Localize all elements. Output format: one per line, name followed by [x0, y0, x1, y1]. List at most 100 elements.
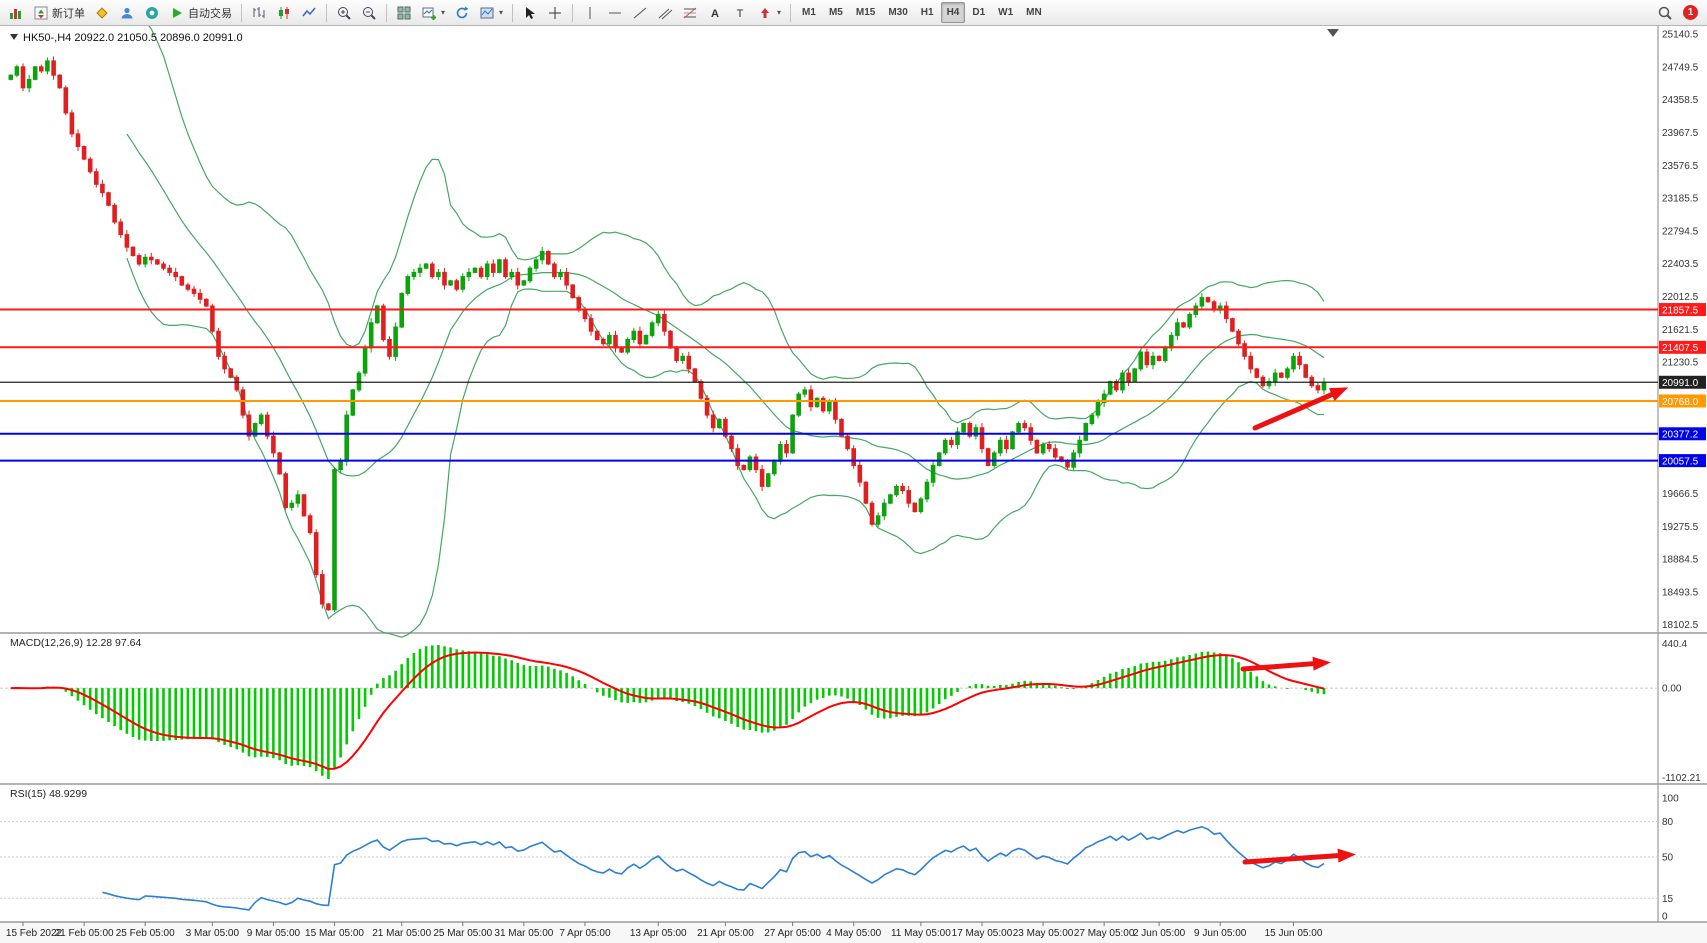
gold-chart-button[interactable] — [90, 2, 114, 23]
timeframe-m15-button[interactable]: M15 — [850, 2, 881, 23]
vertical-line-button[interactable] — [578, 2, 602, 23]
svg-text:24749.5: 24749.5 — [1662, 62, 1699, 73]
svg-text:100: 100 — [1662, 794, 1679, 805]
notifications-badge[interactable]: 1 — [1683, 5, 1698, 20]
candle-body — [796, 393, 802, 416]
annotation-arrows[interactable] — [1240, 387, 1356, 865]
candle-body — [894, 485, 899, 496]
chart-draw-layer: 21857.5 21407.5 20991.0 20768.0 20377.2 20057… — [0, 9, 1707, 943]
timeframe-m5-button-label: M5 — [828, 7, 843, 18]
horizontal-line-button[interactable] — [603, 2, 627, 23]
timeframe-d1-button[interactable]: D1 — [966, 2, 991, 23]
candle-body — [845, 435, 850, 450]
chevron-down-icon: ▾ — [777, 8, 782, 17]
shapes-button[interactable]: ▾ — [753, 2, 785, 23]
timeframe-m5-button[interactable]: M5 — [823, 2, 849, 23]
rsi-indicator-label: RSI(15) 48.9299 — [10, 788, 87, 800]
candle-body — [778, 444, 783, 462]
symbol-collapse-icon[interactable] — [10, 34, 18, 40]
candle-body — [1156, 355, 1162, 361]
candle-body — [63, 87, 69, 114]
app-chart-button[interactable] — [4, 2, 28, 23]
text-label-button[interactable]: T — [728, 2, 752, 23]
candle-body — [607, 334, 612, 345]
zoom-in-button[interactable] — [332, 2, 356, 23]
new-order-button[interactable]: 新订单 — [29, 2, 89, 23]
trendline-button[interactable] — [628, 2, 652, 23]
timeframe-h4-button[interactable]: H4 — [940, 2, 966, 23]
candle-body — [252, 423, 258, 437]
toolbar-separator — [572, 3, 574, 22]
autotrading-button[interactable]: 自动交易 — [165, 2, 236, 23]
play-icon — [169, 5, 185, 21]
svg-text:T: T — [737, 8, 744, 20]
chart-icon — [8, 5, 24, 21]
candle-body — [14, 66, 20, 76]
refresh-button[interactable] — [450, 2, 474, 23]
candle-body — [930, 464, 936, 483]
timeframe-w1-button[interactable]: W1 — [992, 2, 1019, 23]
timeframe-m30-button[interactable]: M30 — [882, 2, 913, 23]
candle-body — [698, 381, 704, 399]
candle-body — [1242, 343, 1247, 357]
candle-body — [924, 481, 930, 500]
candle-body — [228, 368, 233, 378]
snapshot-button[interactable]: ▾ — [475, 2, 507, 23]
trading-chart[interactable]: 21857.5 21407.5 20991.0 20768.0 20377.2 20057… — [0, 9, 1707, 943]
candle-body — [69, 112, 75, 135]
text-a-icon: A — [707, 5, 723, 21]
candle-body — [851, 448, 857, 467]
timeframe-m1-button-label: M1 — [802, 7, 816, 18]
candlestick-chart-button[interactable] — [272, 2, 296, 23]
svg-text:15: 15 — [1662, 894, 1674, 905]
crosshair-icon — [547, 5, 563, 21]
timeframe-m1-button[interactable]: M1 — [796, 2, 822, 23]
svg-text:31 Mar 05:00: 31 Mar 05:00 — [494, 928, 553, 939]
svg-text:20768.0: 20768.0 — [1662, 397, 1699, 408]
timeframe-h1-button[interactable]: H1 — [915, 2, 940, 23]
candle-body — [307, 515, 313, 534]
price-tag — [1659, 394, 1706, 408]
candle-body — [1248, 355, 1254, 370]
new-chart-button[interactable]: ▾ — [417, 2, 449, 23]
bar-shift-marker[interactable] — [1327, 29, 1339, 37]
horizontal-levels[interactable]: 21857.5 21407.5 20991.0 20768.0 20377.2 20057… — [0, 303, 1706, 467]
candle-body — [1114, 381, 1119, 391]
profiles-button[interactable] — [115, 2, 139, 23]
bollinger-bands — [126, 9, 1325, 638]
market-watch-button[interactable] — [140, 2, 164, 23]
cursor-button[interactable] — [518, 2, 542, 23]
candle-body — [1297, 355, 1302, 366]
tile-windows-button[interactable] — [392, 2, 416, 23]
fibonacci-button[interactable] — [678, 2, 702, 23]
channel-button[interactable] — [653, 2, 677, 23]
crosshair-button[interactable] — [543, 2, 567, 23]
toolbar-separator — [386, 3, 387, 22]
candle-body — [564, 271, 569, 286]
hline-icon — [607, 5, 623, 21]
line-chart-button[interactable] — [297, 2, 321, 23]
candle-body — [936, 452, 942, 466]
profile-icon — [119, 5, 135, 21]
candle-body — [216, 330, 221, 357]
candle-body — [827, 402, 832, 412]
search-button[interactable] — [1653, 2, 1677, 23]
candle-body — [454, 280, 459, 290]
timeframe-d1-button-label: D1 — [972, 7, 986, 18]
text-button[interactable]: A — [703, 2, 727, 23]
candle-body — [710, 414, 716, 429]
tile-icon — [396, 5, 412, 21]
candle-body — [142, 256, 148, 265]
candle-body — [246, 414, 252, 437]
candle-body — [759, 469, 765, 487]
svg-text:18102.5: 18102.5 — [1662, 620, 1699, 631]
candle-body — [185, 284, 191, 290]
zoom-out-button[interactable] — [357, 2, 381, 23]
candle-body — [338, 460, 343, 471]
candle-body — [503, 259, 508, 278]
candle-body — [582, 309, 588, 320]
bar-chart-button[interactable] — [247, 2, 271, 23]
timeframe-mn-button[interactable]: MN — [1020, 2, 1048, 23]
gold-icon — [94, 5, 110, 21]
candle-body — [1260, 376, 1266, 387]
